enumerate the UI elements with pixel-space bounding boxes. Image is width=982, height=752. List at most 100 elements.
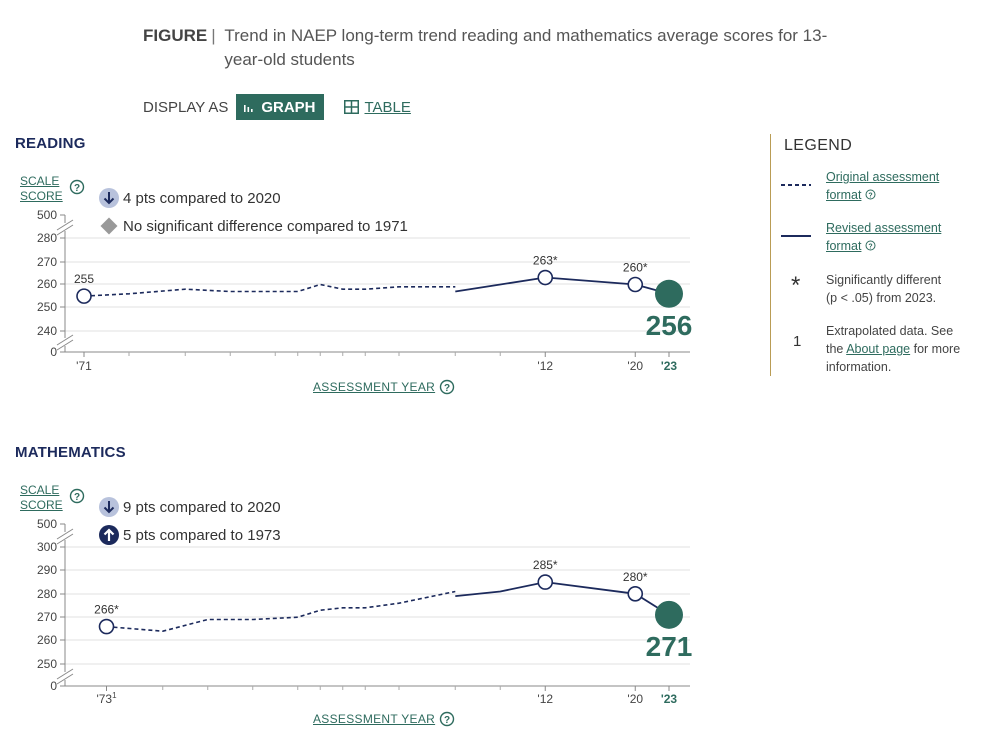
math-change-1973: 5 pts compared to 1973 xyxy=(99,525,281,545)
display-label: DISPLAY AS xyxy=(143,98,229,116)
reading-change-2020-text: 4 pts compared to 2020 xyxy=(123,189,281,207)
svg-text:?: ? xyxy=(74,183,80,194)
math-assessment-year-link[interactable]: ASSESSMENT YEAR xyxy=(313,712,436,726)
math-ytick-label: 250 xyxy=(37,657,57,671)
help-icon[interactable]: ? xyxy=(865,240,876,251)
legend-sig-line-1: Significantly different xyxy=(826,273,942,287)
math-data-label: 280* xyxy=(623,570,648,584)
help-icon[interactable]: ? xyxy=(865,189,876,200)
math-x-tick-label: '12 xyxy=(537,692,553,706)
table-icon xyxy=(343,100,359,114)
bar-chart-icon xyxy=(244,104,253,112)
math-change-2020: 9 pts compared to 2020 xyxy=(99,497,281,517)
reading-data-point xyxy=(537,269,554,286)
reading-ytick-label: 0 xyxy=(50,345,57,359)
figure-lead: FIGURE xyxy=(143,26,208,45)
legend-extrap-text-1: Extrapolated data. See the xyxy=(826,324,954,356)
math-ytick-label: 260 xyxy=(37,633,57,647)
svg-text:?: ? xyxy=(868,193,872,200)
reading-data-point xyxy=(627,276,644,293)
math-x-tick-label: '731 xyxy=(96,691,117,706)
reading-assessment-year-link[interactable]: ASSESSMENT YEAR xyxy=(313,380,436,394)
arrow-down-icon xyxy=(99,497,119,517)
math-data-label: 266* xyxy=(94,603,119,617)
reading-axis-break xyxy=(56,219,74,231)
reading-final-value-label: 256 xyxy=(646,310,693,341)
reading-ytick-label: 260 xyxy=(37,277,57,291)
legend-sig-line-2: (p < .05) from 2023. xyxy=(826,291,937,305)
math-year-help-icon[interactable]: ? xyxy=(439,711,455,727)
display-toggle: DISPLAY AS GRAPH TABLE xyxy=(143,94,411,120)
graph-button[interactable]: GRAPH xyxy=(236,94,324,120)
arrow-down-icon xyxy=(99,188,119,208)
math-ytick-label: 300 xyxy=(37,540,57,554)
dashed-line-icon xyxy=(781,184,811,186)
reading-series-original-line xyxy=(83,283,456,297)
math-data-point xyxy=(627,586,644,602)
math-change-1973-text: 5 pts compared to 1973 xyxy=(123,526,281,544)
math-change-2020-text: 9 pts compared to 2020 xyxy=(123,498,281,516)
arrow-up-icon xyxy=(99,525,119,545)
mathematics-subject-title: MATHEMATICS xyxy=(15,444,126,461)
reading-ytick-label: 270 xyxy=(37,255,57,269)
reading-data-point xyxy=(76,288,92,304)
reading-scale-score-link[interactable]: SCALE SCORE xyxy=(20,174,63,203)
figure-title-text: Trend in NAEP long-term trend reading an… xyxy=(224,26,828,69)
reading-ytick-label: 250 xyxy=(37,300,57,314)
diamond-icon xyxy=(100,217,118,235)
math-help-icon[interactable]: ? xyxy=(69,488,85,504)
math-x-tick-label: '23 xyxy=(661,692,678,706)
math-scale-score-link[interactable]: SCALE SCORE xyxy=(20,483,63,512)
reading-axis-break-bg xyxy=(57,338,73,346)
reading-ytick-label: 280 xyxy=(37,231,57,245)
reading-help-icon[interactable]: ? xyxy=(69,179,85,195)
reading-ytick-label: 500 xyxy=(37,208,57,222)
legend-original-label[interactable]: Original assessment format xyxy=(826,170,940,202)
table-link[interactable]: TABLE xyxy=(343,99,411,116)
reading-chart: 500 280 270 260 250 240 0 '71 '12 '20 '23 255 263* 26… xyxy=(37,208,693,373)
math-axis-break-bg xyxy=(57,672,73,680)
legend-title: LEGEND xyxy=(784,137,853,154)
reading-change-1971: No significant difference compared to 19… xyxy=(99,216,408,236)
graph-button-label: GRAPH xyxy=(261,98,316,116)
reading-x-tick-label: '23 xyxy=(661,359,678,373)
math-axis-break xyxy=(56,668,74,680)
legend-revised-label[interactable]: Revised assessment format xyxy=(826,221,942,253)
reading-data-label: 260* xyxy=(623,261,648,275)
math-ytick-label: 500 xyxy=(37,517,57,531)
math-final-value-label: 271 xyxy=(646,631,693,662)
reading-final-point xyxy=(655,279,683,308)
math-ytick-label: 270 xyxy=(37,610,57,624)
asterisk-symbol: * xyxy=(791,272,801,299)
svg-text:?: ? xyxy=(74,492,80,503)
math-axis-break xyxy=(56,528,74,540)
reading-ytick-label: 240 xyxy=(37,324,57,338)
figure-separator: | xyxy=(211,26,216,45)
about-page-link[interactable]: About page xyxy=(846,342,911,356)
svg-text:?: ? xyxy=(868,244,872,251)
math-x-tick-superscript: 1 xyxy=(112,691,117,700)
reading-axis-break xyxy=(56,334,74,346)
reading-change-1971-text: No significant difference compared to 19… xyxy=(123,217,408,235)
solid-line-icon xyxy=(781,235,811,237)
legend-extrapolated: Extrapolated data. See the About page fo… xyxy=(826,322,974,376)
reading-x-tick-label: '20 xyxy=(627,359,643,373)
math-data-point xyxy=(98,618,115,635)
legend: LEGEND Original assessment format ? Revi… xyxy=(770,134,976,376)
legend-original-format[interactable]: Original assessment format ? xyxy=(826,168,974,204)
math-ytick-label: 0 xyxy=(50,679,57,693)
math-ytick-label: 280 xyxy=(37,587,57,601)
reading-year-help-icon[interactable]: ? xyxy=(439,379,455,395)
reading-axis-break-bg xyxy=(57,223,73,231)
reading-change-2020: 4 pts compared to 2020 xyxy=(99,188,281,208)
reading-axis-break xyxy=(56,224,74,236)
reading-data-label: 255 xyxy=(74,272,94,286)
legend-revised-format[interactable]: Revised assessment format ? xyxy=(826,219,974,255)
legend-significance: Significantly different (p < .05) from 2… xyxy=(826,271,974,307)
math-axis-break xyxy=(56,673,74,685)
reading-subject-title: READING xyxy=(15,135,86,152)
math-final-point xyxy=(655,600,683,629)
math-ytick-label: 290 xyxy=(37,563,57,577)
svg-text:?: ? xyxy=(444,715,450,726)
figure-title: FIGURE | Trend in NAEP long-term trend re… xyxy=(143,24,843,72)
